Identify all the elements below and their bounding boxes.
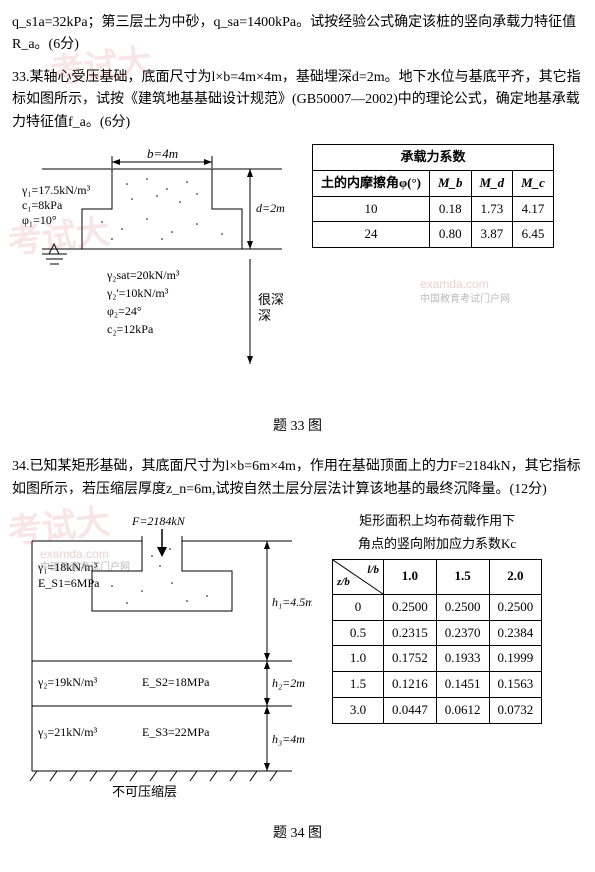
table-row: 10 0.18 1.73 4.17 (313, 196, 554, 222)
q33-table: 承载力系数 土的内摩擦角φ(°) M_b M_d M_c 10 0.18 1.7… (312, 144, 554, 248)
q34-table: l/b z/b 1.0 1.5 2.0 00.25000.25000.2500 … (332, 559, 542, 724)
svg-text:E_S3=22MPa: E_S3=22MPa (142, 725, 210, 739)
svg-text:γ₁=18kN/m³: γ₁=18kN/m³ (37, 560, 98, 574)
svg-text:c₂=12kPa: c₂=12kPa (107, 322, 154, 336)
q33-th-mc: M_c (513, 170, 554, 196)
svg-text:b=4m: b=4m (147, 146, 178, 161)
q33-table-caption: 承载力系数 (313, 144, 554, 170)
svg-text:φ₂=24°: φ₂=24° (107, 304, 142, 318)
q33-th-md: M_d (471, 170, 513, 196)
q34-diagram: F=2184kN h₁=4.5m h₂=2m (12, 511, 312, 811)
svg-text:E_S1=6MPa: E_S1=6MPa (38, 576, 100, 590)
table-row: 00.25000.25000.2500 (333, 594, 542, 620)
svg-text:φ₁=10°: φ₁=10° (22, 213, 57, 227)
q34-text: 34.已知某矩形基础，其底面尺寸为l×b=6m×4m，作用在基础顶面上的力F=2… (12, 456, 583, 501)
q34-caption: 题 34 图 (12, 823, 583, 845)
svg-text:很深: 很深 (258, 292, 284, 307)
q34-table-caption-2: 角点的竖向附加应力系数Kc (332, 534, 542, 555)
table-row: 0.50.23150.23700.2384 (333, 620, 542, 646)
q33-caption: 题 33 图 (12, 416, 583, 438)
q34-corner-cell: l/b z/b (333, 559, 384, 594)
svg-text:γ₃=21kN/m³: γ₃=21kN/m³ (37, 725, 98, 739)
q33-text: 33.某轴心受压基础，底面尺寸为l×b=4m×4m，基础埋深d=2m。地下水位与… (12, 67, 583, 134)
table-row: 1.50.12160.14510.1563 (333, 672, 542, 698)
q34-figure-row: F=2184kN h₁=4.5m h₂=2m (12, 511, 583, 811)
svg-text:c₁=8kPa: c₁=8kPa (22, 198, 63, 212)
q32-remainder: q_s1a=32kPa；第三层土为中砂，q_sa=1400kPa。试按经验公式确… (12, 12, 583, 57)
svg-text:γ₂sat=20kN/m³: γ₂sat=20kN/m³ (106, 268, 180, 282)
table-row: 24 0.80 3.87 6.45 (313, 222, 554, 248)
q33-th-mb: M_b (429, 170, 471, 196)
svg-text:γ₂'=10kN/m³: γ₂'=10kN/m³ (106, 286, 169, 300)
q33-table-wrap: 承载力系数 土的内摩擦角φ(°) M_b M_d M_c 10 0.18 1.7… (312, 144, 554, 248)
svg-text:深: 深 (258, 308, 271, 323)
q33-figure-row: b=4m γ₁=17.5kN/m³ c₁=8kPa φ₁=10° d=2m γ₂… (12, 144, 583, 404)
svg-text:h₂=2m: h₂=2m (272, 676, 305, 690)
svg-text:d=2m: d=2m (256, 201, 285, 215)
svg-text:h₁=4.5m: h₁=4.5m (272, 595, 312, 609)
svg-text:h₃=4m: h₃=4m (272, 732, 305, 746)
svg-text:γ₁=17.5kN/m³: γ₁=17.5kN/m³ (21, 183, 91, 197)
svg-text:F=2184kN: F=2184kN (131, 514, 186, 528)
table-row: 1.00.17520.19330.1999 (333, 646, 542, 672)
svg-text:不可压缩层: 不可压缩层 (112, 784, 177, 799)
q34-table-caption-1: 矩形面积上均布荷载作用下 (332, 511, 542, 532)
svg-text:E_S2=18MPa: E_S2=18MPa (142, 675, 210, 689)
q33-diagram: b=4m γ₁=17.5kN/m³ c₁=8kPa φ₁=10° d=2m γ₂… (12, 144, 292, 404)
q33-th-phi: 土的内摩擦角φ(°) (313, 170, 430, 196)
q34-table-wrap: 矩形面积上均布荷载作用下 角点的竖向附加应力系数Kc l/b z/b 1.0 1… (332, 511, 542, 724)
svg-text:γ₂=19kN/m³: γ₂=19kN/m³ (37, 675, 98, 689)
table-row: 3.00.04470.06120.0732 (333, 697, 542, 723)
